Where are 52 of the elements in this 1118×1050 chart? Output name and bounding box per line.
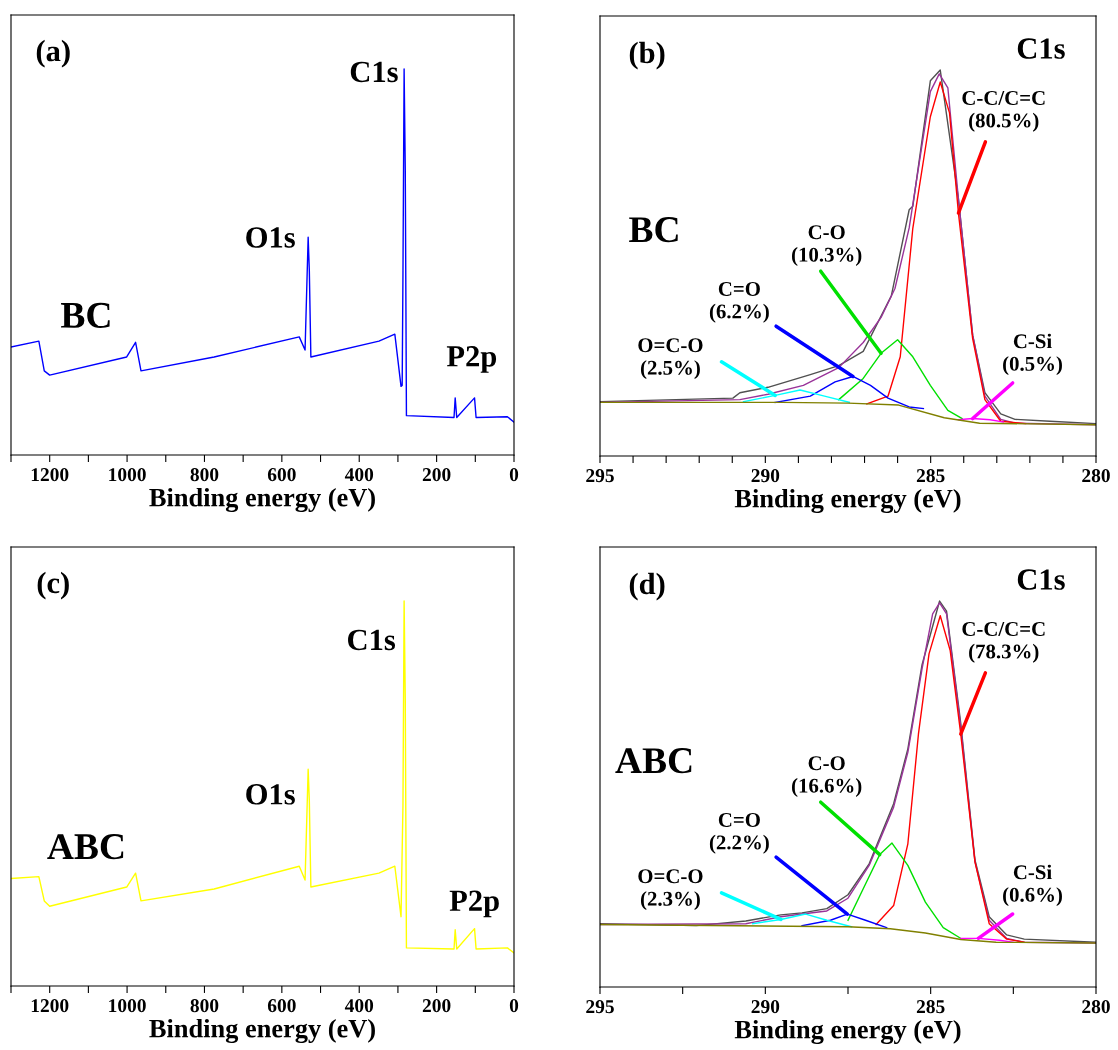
- x-axis-title: Binding energy (eV): [149, 1018, 375, 1044]
- x-tick-label: 290: [751, 1000, 780, 1014]
- x-tick-label: 290: [751, 469, 780, 483]
- x-tick-label: 280: [1082, 469, 1110, 483]
- annotation: P2p: [449, 890, 499, 918]
- text: C=O (6.2%): [709, 281, 769, 323]
- series-label: C-Si (0.6%): [1003, 864, 1062, 907]
- text: C=O (2.2%): [709, 812, 769, 854]
- text: C-Si (0.5%): [1003, 333, 1062, 376]
- x-tick-label: 295: [586, 469, 614, 483]
- text: (c): [37, 571, 69, 600]
- x-tick-label: 295: [586, 1000, 614, 1014]
- annotation: BC: [61, 302, 110, 328]
- x-tick-label: 1000: [109, 468, 146, 482]
- x-axis-title: Binding energy (eV): [734, 1019, 961, 1045]
- series-label: C-C/C=C (78.3%): [962, 622, 1045, 663]
- annotation: C1s: [350, 61, 398, 83]
- text: O=C-O (2.5%): [638, 338, 703, 380]
- text: C1s: [1017, 38, 1065, 59]
- x-tick-label: 0: [509, 999, 519, 1013]
- x-tick-label: 285: [916, 1000, 945, 1014]
- x-tick-label: 200: [422, 999, 451, 1013]
- text: C1s: [1017, 569, 1065, 590]
- text: (a): [36, 39, 70, 68]
- text: C-O (16.6%): [792, 756, 862, 797]
- text: (b): [629, 41, 665, 70]
- x-tick-label: 1000: [109, 999, 146, 1013]
- x-tick-label: 600: [267, 999, 296, 1013]
- series-label: C-C/C=C (80.5%): [962, 91, 1045, 132]
- x-tick-label: 1200: [31, 999, 69, 1013]
- x-tick-label: 800: [190, 999, 219, 1013]
- x-tick-label: 0: [509, 468, 519, 482]
- x-tick-label: 200: [422, 468, 451, 482]
- x-tick-label: 1200: [31, 468, 69, 482]
- text: C-O (10.3%): [792, 225, 862, 266]
- annotation: O1s: [246, 784, 295, 805]
- x-axis-title: Binding energy (eV): [149, 487, 375, 513]
- x-tick-label: 800: [190, 468, 219, 482]
- x-tick-label: 400: [344, 468, 374, 482]
- annotation: C1s: [348, 629, 396, 651]
- annotation: P2p: [446, 346, 497, 373]
- x-tick-label: 280: [1082, 1000, 1110, 1014]
- annotation: ABC: [47, 834, 124, 860]
- annotation: ABC: [615, 748, 692, 774]
- annotation: O1s: [246, 227, 295, 248]
- x-tick-label: 400: [344, 999, 374, 1013]
- text: (d): [629, 572, 665, 601]
- x-axis-title: Binding energy (eV): [734, 488, 961, 514]
- text: O=C-O (2.3%): [638, 869, 703, 911]
- x-tick-label: 600: [267, 468, 296, 482]
- x-tick-label: 285: [916, 469, 945, 483]
- annotation: BC: [629, 217, 678, 243]
